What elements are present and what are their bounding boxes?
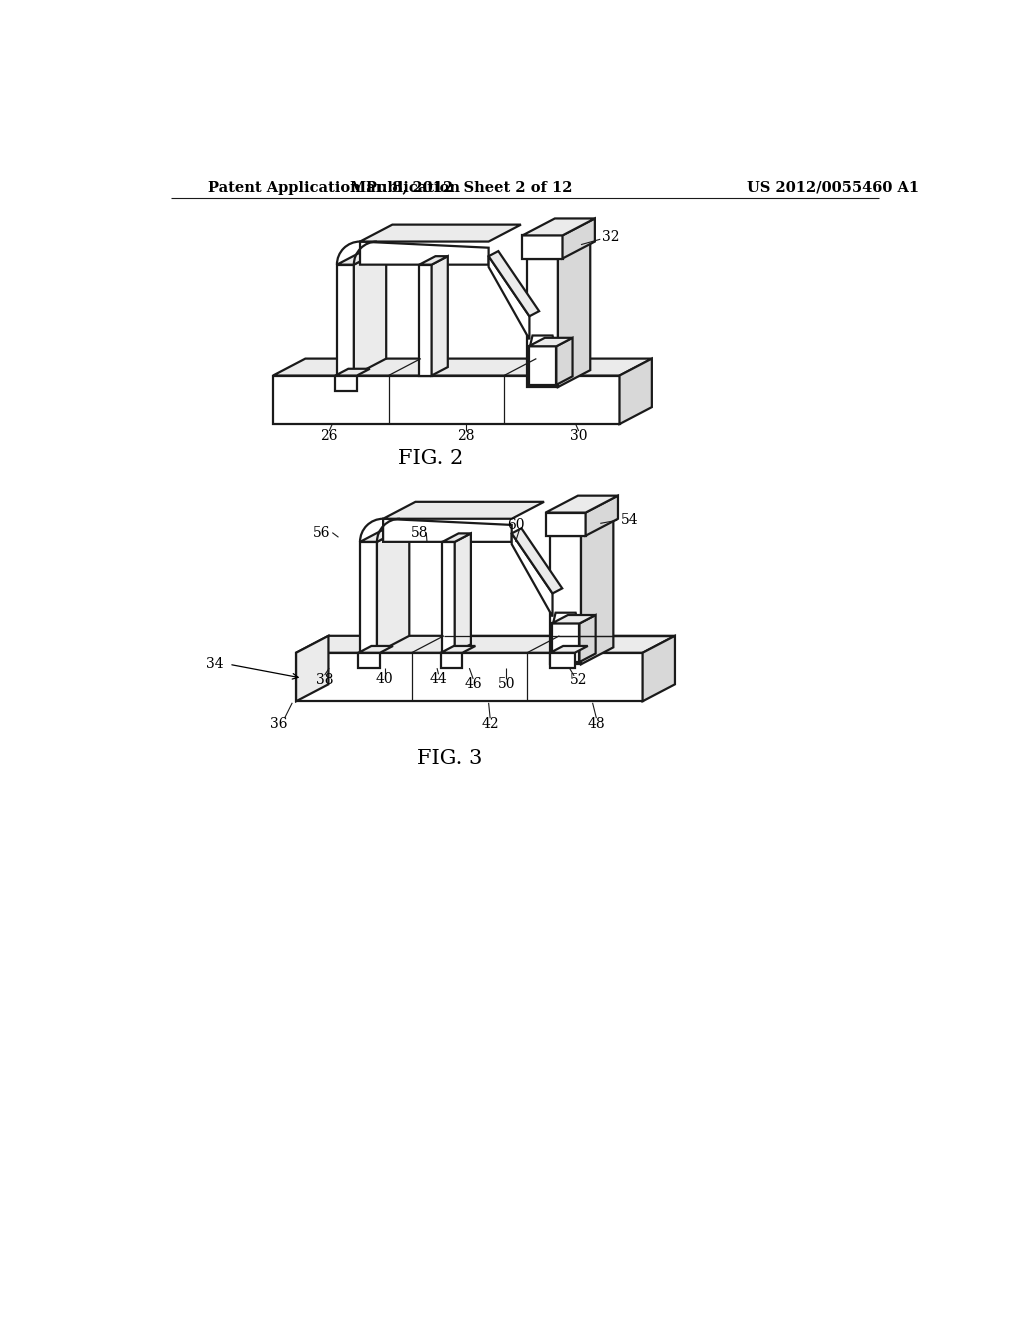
Text: FIG. 3: FIG. 3 bbox=[418, 750, 482, 768]
Polygon shape bbox=[432, 256, 447, 376]
Polygon shape bbox=[336, 376, 357, 391]
Text: US 2012/0055460 A1: US 2012/0055460 A1 bbox=[746, 181, 919, 194]
Polygon shape bbox=[383, 519, 512, 543]
Polygon shape bbox=[550, 653, 574, 668]
Polygon shape bbox=[441, 653, 463, 668]
Polygon shape bbox=[419, 264, 432, 376]
Text: 32: 32 bbox=[602, 230, 620, 244]
Text: FIG. 2: FIG. 2 bbox=[398, 449, 464, 469]
Polygon shape bbox=[488, 256, 529, 339]
Text: 60: 60 bbox=[507, 517, 524, 532]
Polygon shape bbox=[442, 533, 471, 543]
Polygon shape bbox=[586, 496, 617, 536]
Polygon shape bbox=[522, 235, 562, 259]
Polygon shape bbox=[488, 251, 539, 317]
Polygon shape bbox=[528, 346, 556, 385]
Polygon shape bbox=[556, 338, 572, 385]
Polygon shape bbox=[360, 543, 377, 653]
Polygon shape bbox=[558, 242, 590, 387]
Polygon shape bbox=[581, 519, 613, 664]
Polygon shape bbox=[552, 623, 580, 663]
Polygon shape bbox=[383, 502, 544, 519]
Text: 50: 50 bbox=[498, 677, 515, 690]
Text: 30: 30 bbox=[570, 429, 588, 442]
Polygon shape bbox=[527, 335, 558, 359]
Polygon shape bbox=[580, 615, 596, 663]
Polygon shape bbox=[552, 615, 596, 623]
Text: 52: 52 bbox=[570, 673, 588, 686]
Polygon shape bbox=[550, 645, 588, 653]
Text: Mar. 8, 2012  Sheet 2 of 12: Mar. 8, 2012 Sheet 2 of 12 bbox=[350, 181, 572, 194]
Polygon shape bbox=[527, 259, 558, 387]
Polygon shape bbox=[296, 636, 675, 653]
Text: 46: 46 bbox=[465, 677, 482, 690]
Polygon shape bbox=[550, 519, 613, 536]
Polygon shape bbox=[337, 264, 354, 376]
Text: 36: 36 bbox=[270, 717, 288, 731]
Text: 44: 44 bbox=[430, 672, 447, 686]
Text: Patent Application Publication: Patent Application Publication bbox=[208, 181, 460, 194]
Polygon shape bbox=[336, 368, 370, 376]
Polygon shape bbox=[512, 533, 553, 616]
Polygon shape bbox=[522, 218, 595, 235]
Text: 54: 54 bbox=[621, 513, 638, 527]
Polygon shape bbox=[550, 612, 581, 636]
Polygon shape bbox=[358, 653, 380, 668]
Polygon shape bbox=[550, 536, 581, 664]
Polygon shape bbox=[527, 242, 590, 259]
Polygon shape bbox=[337, 248, 386, 264]
Polygon shape bbox=[360, 242, 488, 264]
Polygon shape bbox=[562, 218, 595, 259]
Text: 28: 28 bbox=[457, 429, 474, 442]
Polygon shape bbox=[620, 359, 652, 424]
Polygon shape bbox=[512, 528, 562, 594]
Polygon shape bbox=[528, 338, 572, 346]
Polygon shape bbox=[296, 636, 329, 701]
Polygon shape bbox=[546, 512, 586, 536]
Polygon shape bbox=[296, 653, 643, 701]
Polygon shape bbox=[273, 376, 620, 424]
Polygon shape bbox=[377, 525, 410, 653]
Polygon shape bbox=[354, 248, 386, 376]
Polygon shape bbox=[273, 359, 652, 376]
Polygon shape bbox=[643, 636, 675, 701]
Text: 48: 48 bbox=[588, 717, 605, 731]
Polygon shape bbox=[360, 224, 521, 242]
Polygon shape bbox=[419, 256, 447, 264]
Text: 34: 34 bbox=[207, 657, 224, 672]
Polygon shape bbox=[358, 645, 393, 653]
Polygon shape bbox=[455, 533, 471, 653]
Text: 58: 58 bbox=[411, 525, 428, 540]
Text: 42: 42 bbox=[481, 717, 499, 731]
Text: 40: 40 bbox=[376, 672, 393, 686]
Polygon shape bbox=[441, 645, 475, 653]
Polygon shape bbox=[442, 543, 455, 653]
Polygon shape bbox=[360, 525, 410, 543]
Text: 38: 38 bbox=[315, 673, 334, 686]
Text: 26: 26 bbox=[321, 429, 338, 442]
Polygon shape bbox=[546, 496, 617, 512]
Text: 56: 56 bbox=[312, 525, 331, 540]
